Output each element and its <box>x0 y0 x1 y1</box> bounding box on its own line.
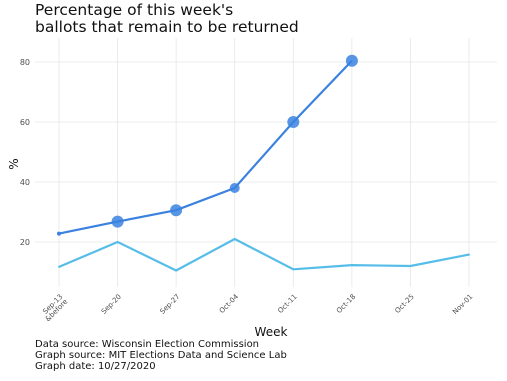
series-2-point <box>292 268 295 271</box>
series-line-1 <box>58 60 353 235</box>
chart-title: Percentage of this week's ballots that r… <box>35 1 299 36</box>
graph-source-note: Graph source: MIT Elections Data and Sci… <box>35 350 287 361</box>
x-tick-label: Oct-18 <box>335 293 357 315</box>
series-1-point <box>111 215 124 228</box>
x-tick-label: Nov-01 <box>451 293 474 316</box>
series-2-point <box>116 241 119 243</box>
x-tick-label: Sep-13&before <box>39 293 69 323</box>
y-axis-title: % <box>7 158 21 169</box>
y-tick-label: 40 <box>20 178 30 187</box>
series-2-point <box>409 265 412 267</box>
y-tick-label: 20 <box>20 238 30 247</box>
y-axis-ticks: 20 40 60 80 <box>20 58 30 247</box>
x-tick-label: Sep-20 <box>100 293 123 316</box>
series-1-point <box>170 204 183 217</box>
x-axis-title: Week <box>255 325 288 339</box>
series-lines <box>57 54 470 272</box>
graph-date-note: Graph date: 10/27/2020 <box>35 361 156 372</box>
data-source-note: Data source: Wisconsin Election Commissi… <box>35 339 260 350</box>
x-tick-label: Oct-11 <box>276 293 298 315</box>
y-tick-label: 80 <box>20 58 30 67</box>
series-2-point <box>233 238 236 240</box>
series-2-point <box>58 265 60 268</box>
x-axis-ticks: Sep-13&before Sep-20 Sep-27 Oct-04 Oct-11 Oct… <box>39 292 474 323</box>
series-1-point <box>57 231 61 236</box>
series-line-2 <box>58 237 470 272</box>
caption: Data source: Wisconsin Election Commissi… <box>35 339 287 372</box>
series-2-point <box>468 253 470 256</box>
x-tick-label: Oct-25 <box>394 293 416 315</box>
grid-lines <box>35 38 497 287</box>
series-1-point <box>345 54 358 67</box>
x-tick-label: Sep-27 <box>158 293 181 316</box>
series-2-point <box>350 264 353 267</box>
x-tick-label: Oct-04 <box>218 292 241 315</box>
series-1-point <box>287 116 300 128</box>
y-tick-label: 60 <box>20 118 30 127</box>
series-1-point <box>229 183 240 193</box>
series-2-point <box>175 269 178 272</box>
